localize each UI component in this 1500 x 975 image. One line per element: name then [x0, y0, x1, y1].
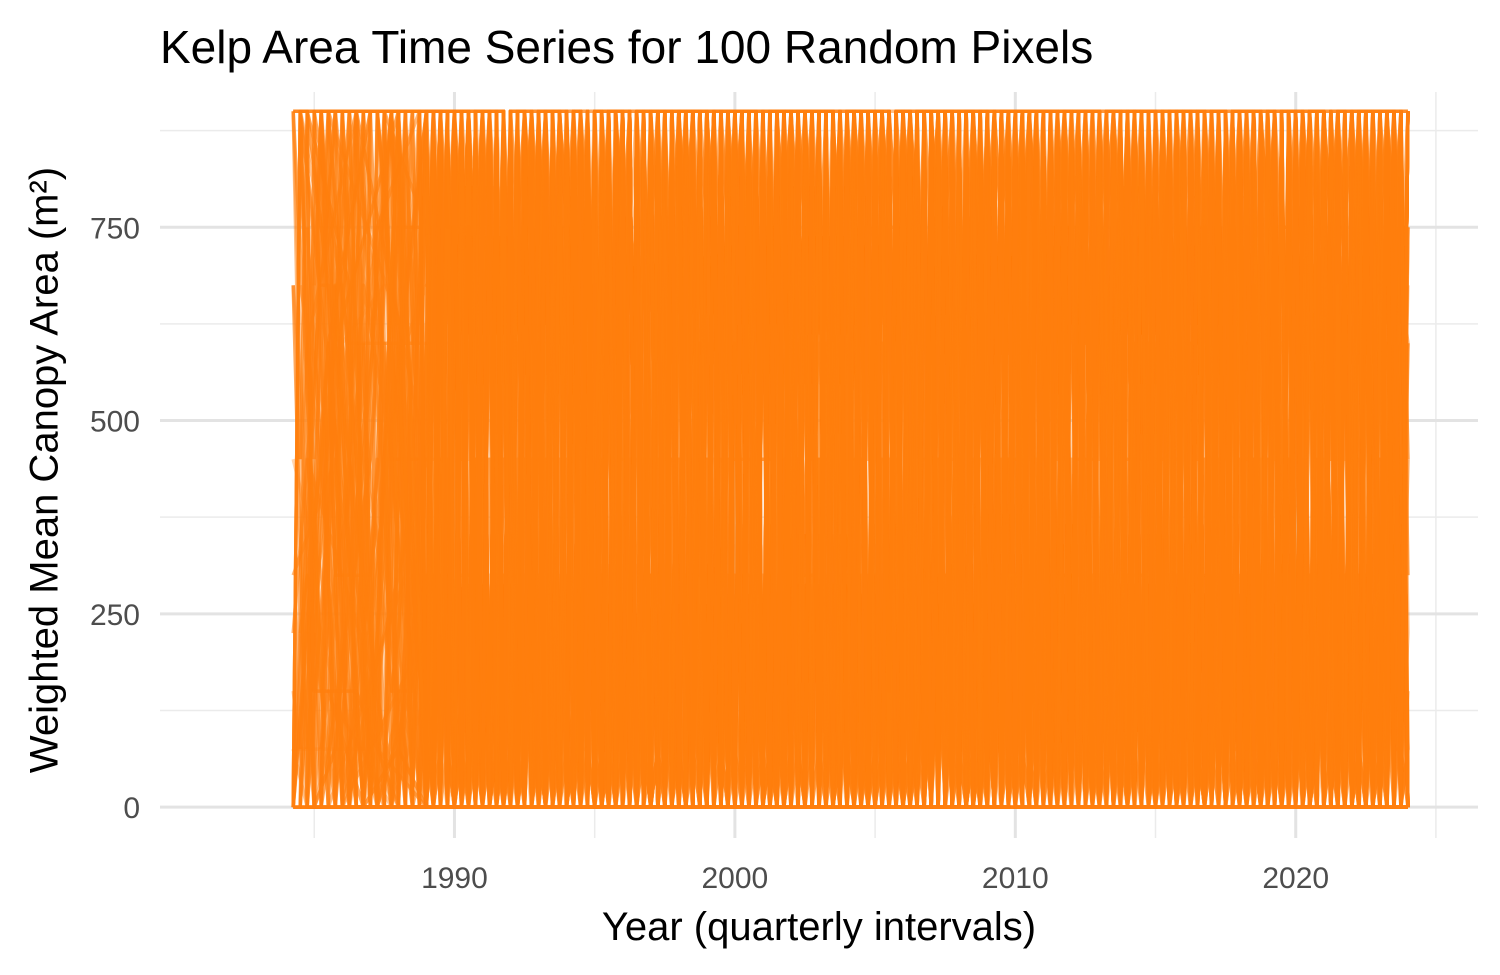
series-line: [326, 109, 1408, 809]
y-axis-label: Weighted Mean Canopy Area (m²): [22, 166, 67, 774]
y-tick-label: 500: [90, 406, 140, 439]
x-tick-label: 2020: [1262, 862, 1329, 895]
y-axis-tick-labels: 0 250 500 750: [90, 212, 140, 825]
x-axis-tick-labels: 1990 2000 2010 2020: [421, 862, 1329, 895]
y-tick-label: 250: [90, 599, 140, 632]
y-tick-label: 0: [123, 792, 140, 825]
series-lines: [291, 109, 1410, 809]
x-tick-label: 2000: [701, 862, 768, 895]
chart-title: Kelp Area Time Series for 100 Random Pix…: [160, 21, 1094, 73]
x-axis-label: Year (quarterly intervals): [601, 905, 1037, 949]
x-tick-label: 2010: [982, 862, 1049, 895]
series-line: [312, 109, 1408, 809]
series-line: [312, 109, 1408, 809]
y-tick-label: 750: [90, 212, 140, 245]
x-tick-label: 1990: [421, 862, 488, 895]
